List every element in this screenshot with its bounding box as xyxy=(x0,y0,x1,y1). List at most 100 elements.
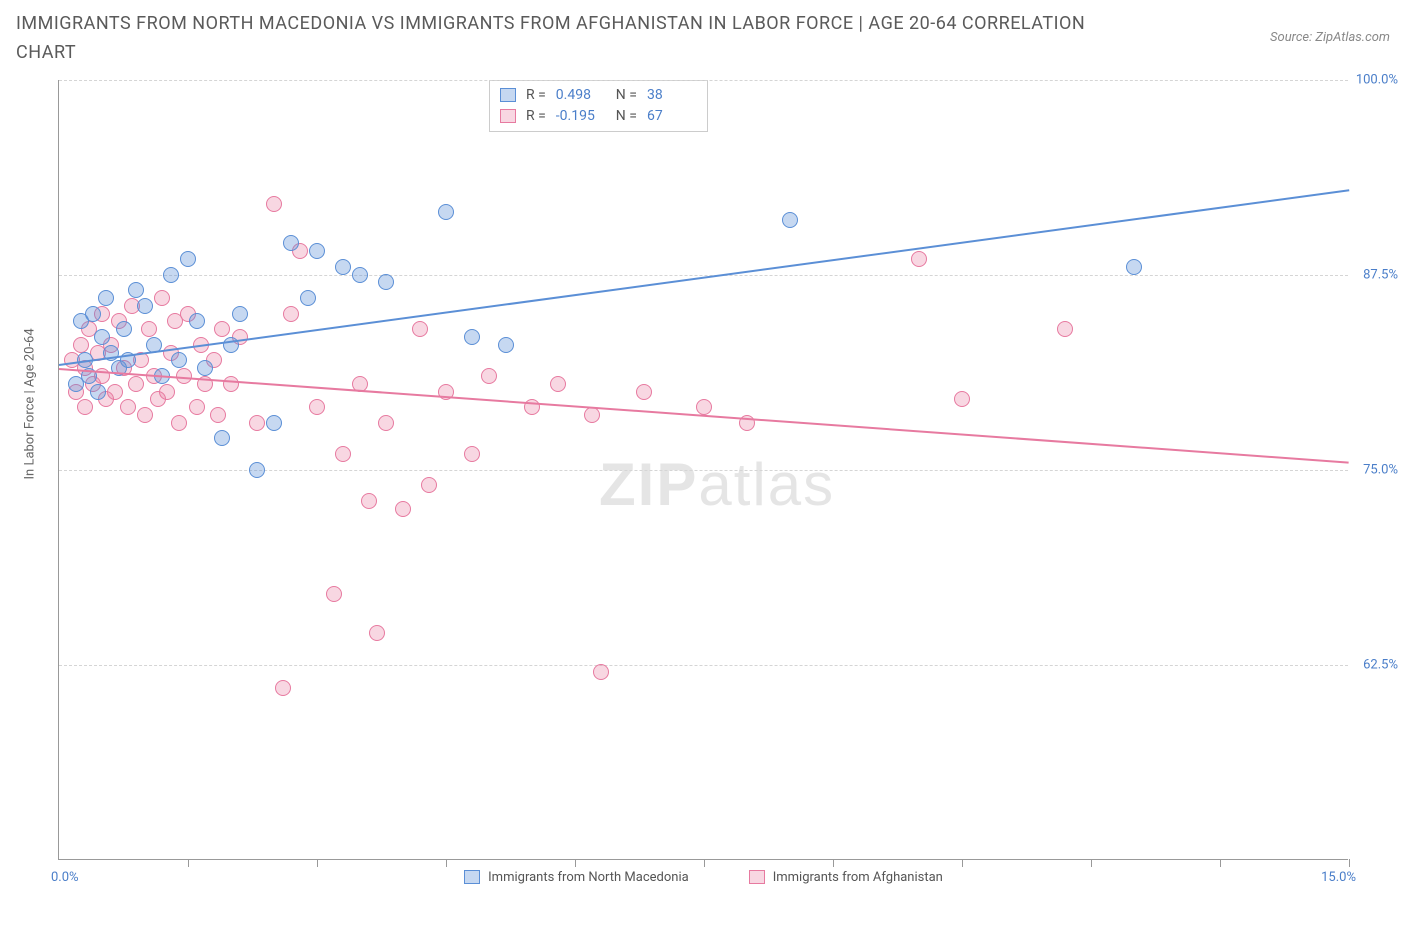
data-point xyxy=(464,329,480,345)
gridline xyxy=(59,275,1348,276)
r-value-0: 0.498 xyxy=(556,85,606,106)
chart-title: IMMIGRANTS FROM NORTH MACEDONIA VS IMMIG… xyxy=(16,10,1116,68)
data-point xyxy=(309,399,325,415)
data-point xyxy=(77,399,93,415)
data-point xyxy=(412,321,428,337)
data-point xyxy=(94,329,110,345)
data-point xyxy=(335,259,351,275)
data-point xyxy=(696,399,712,415)
data-point xyxy=(326,586,342,602)
x-tick xyxy=(1091,859,1092,867)
data-point xyxy=(189,313,205,329)
data-point xyxy=(300,290,316,306)
x-tick xyxy=(317,859,318,867)
watermark: ZIPatlas xyxy=(599,450,835,519)
bottom-legend: Immigrants from North Macedonia Immigran… xyxy=(59,870,1348,885)
data-point xyxy=(309,243,325,259)
data-point xyxy=(120,399,136,415)
y-tick-label: 75.0% xyxy=(1353,462,1398,477)
r-value-1: -0.195 xyxy=(556,106,606,127)
data-point xyxy=(214,321,230,337)
gridline xyxy=(59,80,1348,81)
y-tick-label: 62.5% xyxy=(1353,657,1398,672)
data-point xyxy=(210,407,226,423)
data-point xyxy=(189,399,205,415)
data-point xyxy=(249,462,265,478)
data-point xyxy=(90,384,106,400)
data-point xyxy=(128,282,144,298)
trend-line xyxy=(59,189,1349,366)
legend-item-1: Immigrants from Afghanistan xyxy=(749,870,943,885)
correlation-chart: In Labor Force | Age 20-64 ZIPatlas R = … xyxy=(16,72,1390,912)
data-point xyxy=(154,290,170,306)
data-point xyxy=(481,368,497,384)
data-point xyxy=(378,415,394,431)
data-point xyxy=(141,321,157,337)
plot-area: ZIPatlas R = 0.498 N = 38 R = -0.195 N =… xyxy=(58,80,1348,860)
swatch-series-0 xyxy=(500,88,516,102)
data-point xyxy=(73,337,89,353)
n-value-0: 38 xyxy=(647,85,697,106)
data-point xyxy=(498,337,514,353)
data-point xyxy=(128,376,144,392)
data-point xyxy=(107,384,123,400)
x-tick xyxy=(575,859,576,867)
x-tick xyxy=(1220,859,1221,867)
data-point xyxy=(550,376,566,392)
data-point xyxy=(137,298,153,314)
swatch-series-1 xyxy=(500,109,516,123)
data-point xyxy=(171,352,187,368)
data-point xyxy=(352,267,368,283)
data-point xyxy=(137,407,153,423)
data-point xyxy=(266,196,282,212)
legend-label-1: Immigrants from Afghanistan xyxy=(773,870,943,885)
data-point xyxy=(361,493,377,509)
data-point xyxy=(180,251,196,267)
source-attribution: Source: ZipAtlas.com xyxy=(1270,30,1390,45)
data-point xyxy=(593,664,609,680)
legend-item-0: Immigrants from North Macedonia xyxy=(464,870,689,885)
y-axis-title: In Labor Force | Age 20-64 xyxy=(23,328,38,479)
data-point xyxy=(197,360,213,376)
x-tick xyxy=(704,859,705,867)
stats-legend-box: R = 0.498 N = 38 R = -0.195 N = 67 xyxy=(489,80,708,132)
x-tick xyxy=(833,859,834,867)
legend-swatch-0 xyxy=(464,870,480,884)
data-point xyxy=(223,376,239,392)
data-point xyxy=(395,501,411,517)
data-point xyxy=(249,415,265,431)
legend-label-0: Immigrants from North Macedonia xyxy=(488,870,689,885)
data-point xyxy=(163,267,179,283)
data-point xyxy=(1126,259,1142,275)
data-point xyxy=(369,625,385,641)
gridline xyxy=(59,665,1348,666)
data-point xyxy=(85,306,101,322)
header: IMMIGRANTS FROM NORTH MACEDONIA VS IMMIG… xyxy=(16,10,1390,68)
data-point xyxy=(232,306,248,322)
x-tick xyxy=(188,859,189,867)
data-point xyxy=(266,415,282,431)
data-point xyxy=(584,407,600,423)
data-point xyxy=(275,680,291,696)
x-tick xyxy=(446,859,447,867)
n-value-1: 67 xyxy=(647,106,697,127)
data-point xyxy=(464,446,480,462)
x-tick xyxy=(1349,859,1350,867)
data-point xyxy=(214,430,230,446)
data-point xyxy=(378,274,394,290)
stats-row-series-0: R = 0.498 N = 38 xyxy=(500,85,697,106)
stats-row-series-1: R = -0.195 N = 67 xyxy=(500,106,697,127)
data-point xyxy=(335,446,351,462)
data-point xyxy=(283,235,299,251)
data-point xyxy=(171,415,187,431)
data-point xyxy=(782,212,798,228)
data-point xyxy=(421,477,437,493)
data-point xyxy=(159,384,175,400)
data-point xyxy=(636,384,652,400)
data-point xyxy=(283,306,299,322)
data-point xyxy=(438,204,454,220)
y-tick-label: 87.5% xyxy=(1353,267,1398,282)
data-point xyxy=(911,251,927,267)
data-point xyxy=(116,321,132,337)
data-point xyxy=(954,391,970,407)
